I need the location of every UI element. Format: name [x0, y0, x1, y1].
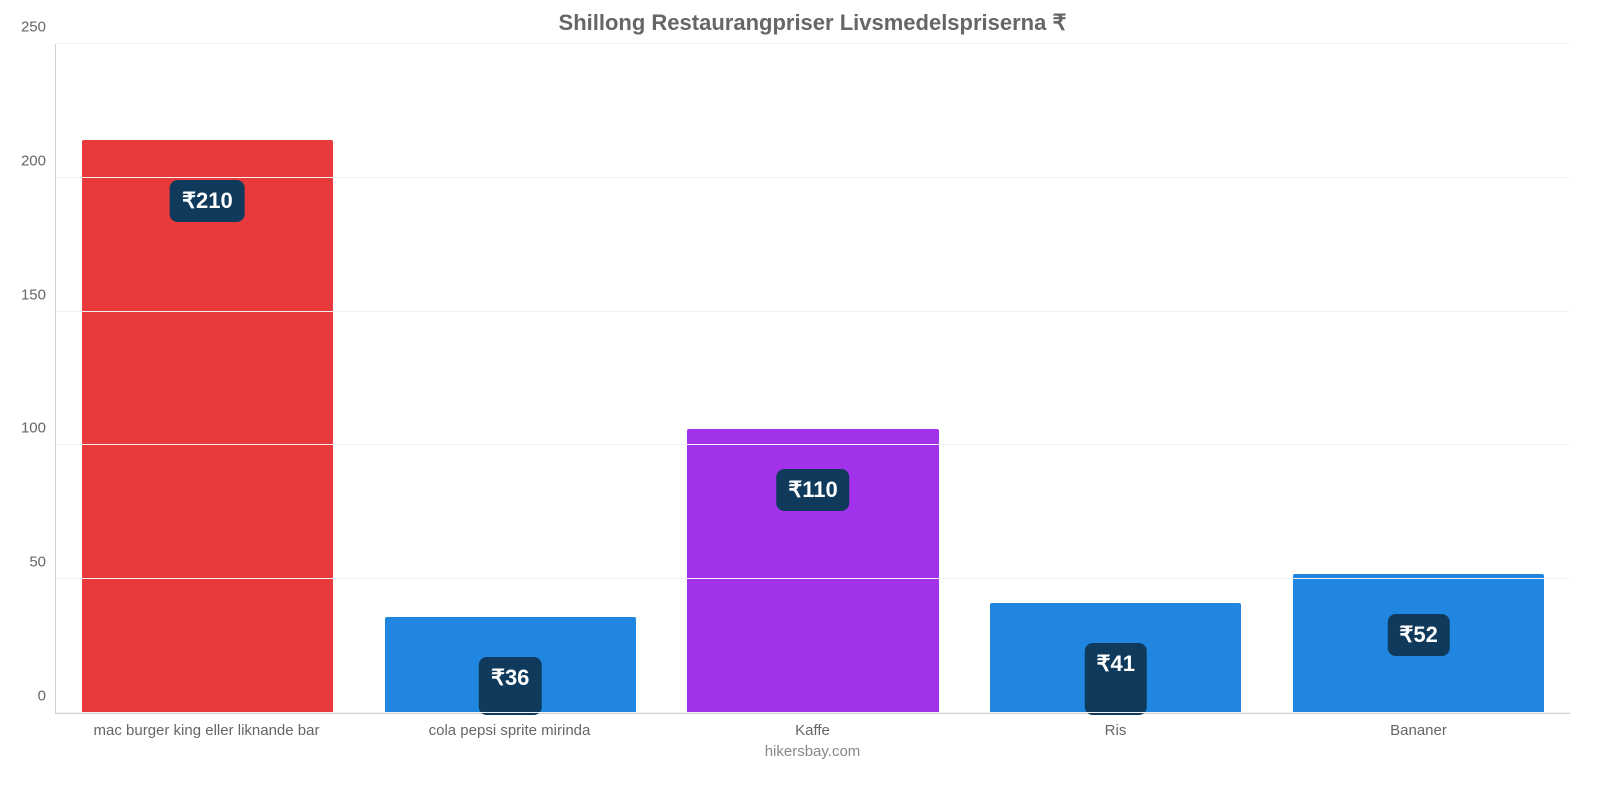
- bar-slot: ₹110: [662, 44, 965, 713]
- x-tick-label: Ris: [964, 714, 1267, 739]
- bar-value-label: ₹41: [1085, 643, 1147, 715]
- y-tick-label: 150: [21, 286, 46, 303]
- bar-value-label: ₹110: [776, 469, 850, 511]
- x-tick-label: mac burger king eller liknande bar: [55, 714, 358, 739]
- bar: ₹52: [1293, 574, 1544, 713]
- x-tick-label: cola pepsi sprite mirinda: [358, 714, 661, 739]
- grid-line: [56, 311, 1570, 312]
- x-tick-label: Bananer: [1267, 714, 1570, 739]
- grid-line: [56, 444, 1570, 445]
- x-axis-labels: mac burger king eller liknande barcola p…: [55, 714, 1570, 739]
- bars-container: ₹210 ₹36 ₹110 ₹41 ₹52: [56, 44, 1570, 713]
- bar-slot: ₹210: [56, 44, 359, 713]
- bar-slot: ₹41: [964, 44, 1267, 713]
- plot-area: ₹210₹36₹110₹41₹52 050100150200250: [55, 44, 1570, 714]
- grid-line: [56, 712, 1570, 713]
- chart-title: Shillong Restaurangpriser Livsmedelspris…: [55, 10, 1570, 36]
- grid-line: [56, 43, 1570, 44]
- bar-value-label: ₹52: [1387, 614, 1449, 656]
- grid-line: [56, 578, 1570, 579]
- y-tick-label: 250: [21, 19, 46, 36]
- bar: ₹36: [385, 617, 636, 713]
- y-tick-label: 200: [21, 152, 46, 169]
- bar: ₹210: [82, 140, 333, 713]
- grid-line: [56, 177, 1570, 178]
- bar-value-label: ₹210: [170, 180, 245, 222]
- x-tick-label: Kaffe: [661, 714, 964, 739]
- price-bar-chart: Shillong Restaurangpriser Livsmedelspris…: [0, 0, 1600, 800]
- bar: ₹110: [687, 429, 938, 713]
- bar: ₹41: [990, 603, 1241, 713]
- bar-slot: ₹52: [1267, 44, 1570, 713]
- chart-credit: hikersbay.com: [55, 743, 1570, 760]
- y-tick-label: 0: [38, 688, 46, 705]
- y-tick-label: 100: [21, 420, 46, 437]
- bar-value-label: ₹36: [479, 657, 541, 715]
- bar-slot: ₹36: [359, 44, 662, 713]
- y-tick-label: 50: [29, 554, 46, 571]
